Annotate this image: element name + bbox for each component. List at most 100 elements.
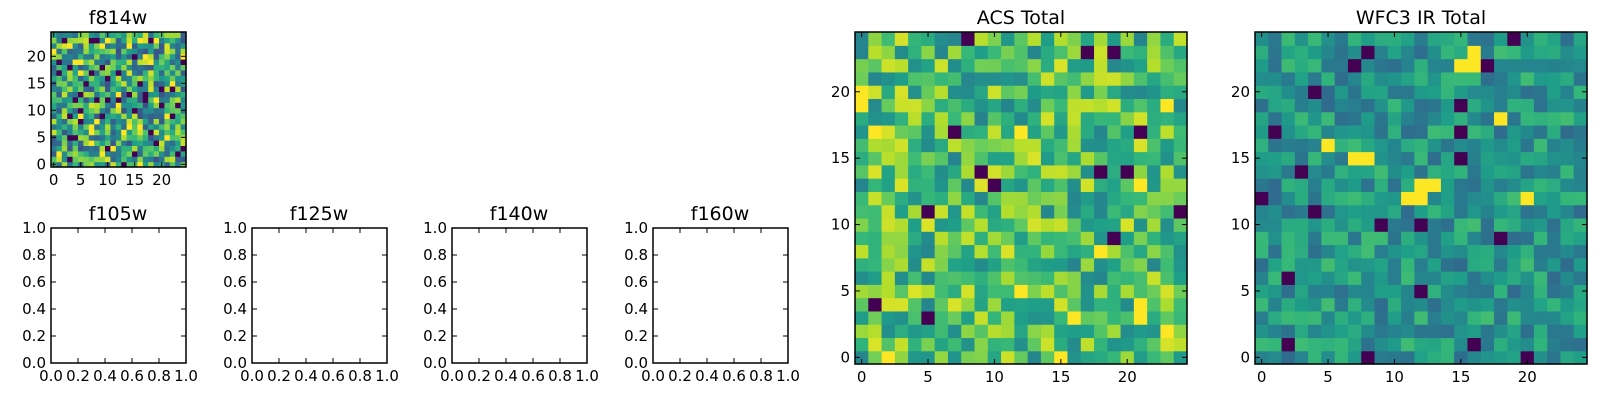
heatmap-cell [947,271,962,285]
y-tick-label: 15 [27,74,46,92]
heatmap-cell [153,69,160,76]
heatmap-cell [1334,138,1349,153]
heatmap-cell [56,113,63,119]
heatmap-cell [78,118,84,125]
heatmap-cell [1334,151,1349,166]
heatmap-cell [126,86,133,92]
heatmap-cell [908,217,922,232]
heatmap-cell [148,48,155,55]
heatmap-cell [1547,350,1562,365]
heatmap-cell [1054,178,1069,192]
heatmap-cell [1014,231,1029,246]
heatmap-cell [180,91,187,98]
heatmap-cell [1173,191,1188,206]
heatmap-cell [1334,217,1349,232]
heatmap-cell [1133,350,1148,365]
heatmap-cell [1573,310,1588,325]
heatmap-cell [908,124,922,139]
heatmap-cell [169,64,176,71]
heatmap-cell [1107,178,1122,192]
heatmap-cell [881,151,896,166]
heatmap-cell [159,150,165,157]
heatmap-cell [137,59,144,65]
heatmap-cell [1067,178,1082,192]
heatmap-cell [1133,178,1148,192]
heatmap-cell [159,102,165,109]
heatmap-cell [868,71,883,86]
heatmap-cell [947,85,962,99]
heatmap-cell [1440,310,1455,325]
heatmap-cell [1533,297,1548,312]
heatmap-cell [137,134,144,141]
heatmap-cell [855,85,869,99]
heatmap-cell [115,118,122,125]
heatmap-cell [1494,45,1508,60]
heatmap-cell [51,69,57,76]
heatmap-cell [1120,324,1135,339]
heatmap-cell [137,140,144,146]
heatmap-cell [105,123,111,130]
heatmap-cell [1361,32,1376,46]
heatmap-cell [153,129,160,136]
heatmap-cell [1533,164,1548,179]
panel-f125w: f125w 0.0 0.2 0.4 0.6 0.8 1.00.00.20.40.60.81… [223,203,399,385]
heatmap-cell [126,145,133,152]
heatmap-cell [1268,151,1283,166]
heatmap-cell [94,32,101,38]
heatmap-cell [1520,297,1535,312]
heatmap-cell [67,107,74,114]
heatmap-cells [51,32,187,168]
heatmap-cell [67,129,74,136]
heatmap-cell [94,150,101,157]
heatmap-cell [180,156,187,163]
heatmap-cell [1440,151,1455,166]
heatmap-cell [1387,257,1402,272]
heatmap-cell [175,96,182,103]
panel-f160w: f160w 0.0 0.2 0.4 0.6 0.8 1.00.00.20.40.60.81… [624,203,800,385]
heatmap-cell [1374,257,1389,272]
heatmap-cell [153,48,160,55]
heatmap-cell [1040,337,1055,352]
y-tick-label: 5 [36,128,46,146]
heatmap-cell [1361,350,1376,365]
heatmap-cell [1427,178,1442,192]
heatmap-cell [1547,164,1562,179]
heatmap-cell [1427,151,1442,166]
heatmap-cell [56,37,63,44]
heatmap-cell [1040,85,1055,99]
heatmap-cell [153,150,160,157]
heatmap-cell [99,107,106,114]
heatmap-cell [908,337,922,352]
heatmap-cell [1268,32,1283,46]
heatmap-cell [1414,58,1429,73]
heatmap-cell [132,145,138,152]
heatmap-cell [1268,85,1283,99]
heatmap-cell [83,80,90,87]
heatmap-cell [169,80,176,87]
heatmap-cell [1547,204,1562,219]
heatmap-cell [1120,257,1135,272]
heatmap-cell [1160,244,1175,259]
heatmap-cell [961,178,976,192]
heatmap-cell [164,140,171,146]
heatmap-cell [1147,32,1162,46]
heatmap-cell [121,32,128,38]
heatmap-cell [1173,324,1188,339]
heatmap-cell [1401,271,1415,285]
heatmap-cell [1347,71,1362,86]
heatmap-cell [1255,138,1269,153]
heatmap-cell [1107,324,1122,339]
heatmap-cell [908,71,922,86]
heatmap-cell [99,129,106,136]
heatmap-cell [1120,45,1135,60]
heatmap-cell [881,32,896,46]
heatmap-cell [1374,310,1389,325]
heatmap-cell [126,32,133,38]
heatmap-cell [855,284,869,299]
heatmap-cell [164,134,171,141]
heatmap-cell [1467,45,1482,60]
heatmap-cell [1268,58,1283,73]
heatmap-cell [61,145,68,152]
heatmap-cell [974,71,989,86]
